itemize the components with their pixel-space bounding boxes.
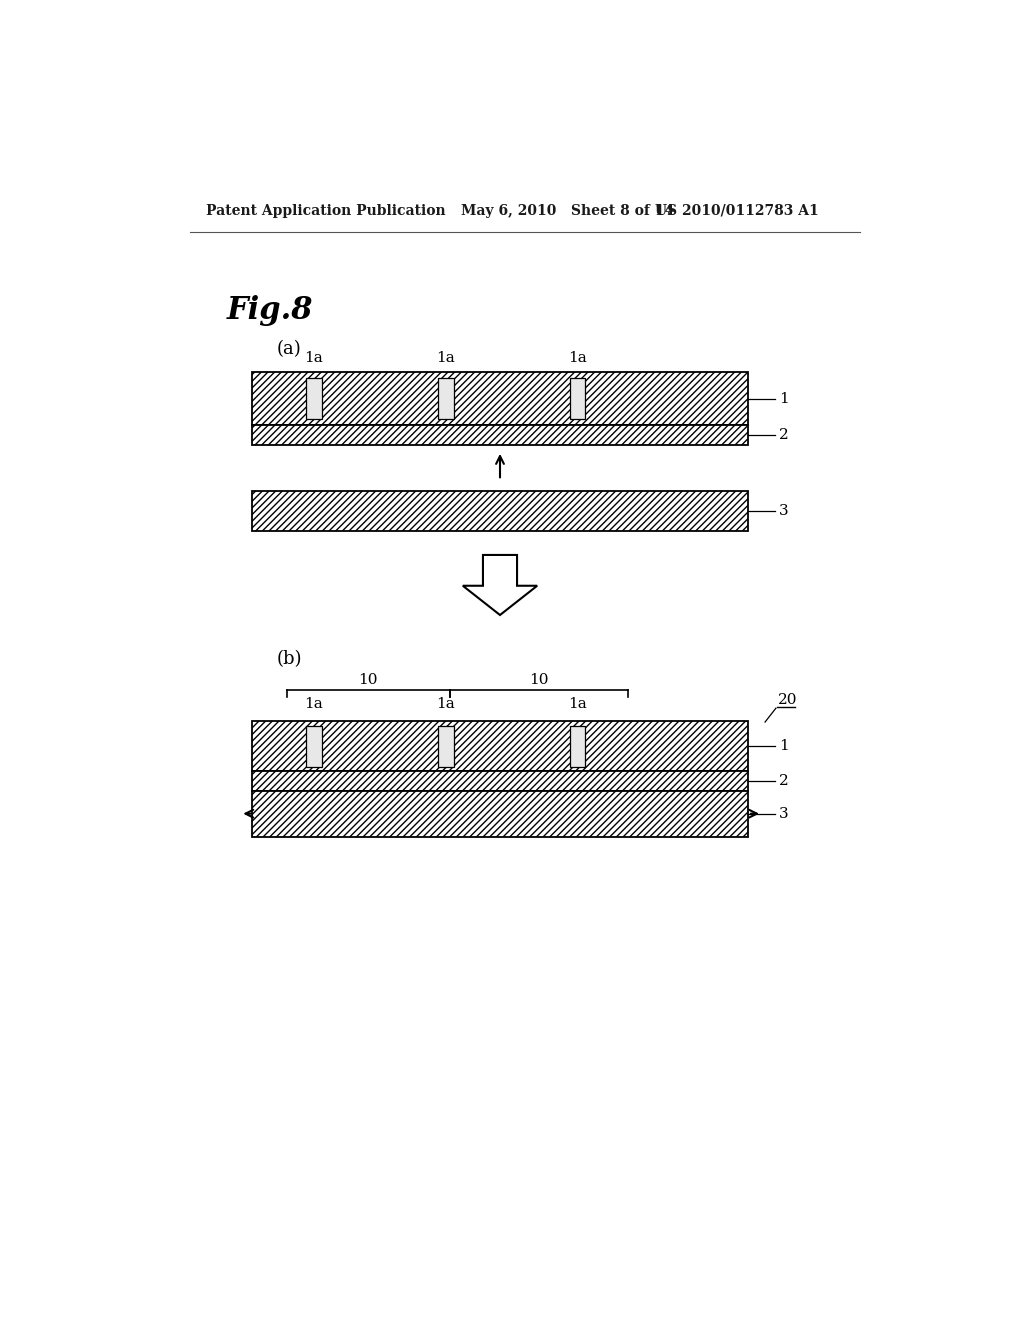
Text: 1: 1 bbox=[779, 392, 788, 405]
Text: May 6, 2010   Sheet 8 of 14: May 6, 2010 Sheet 8 of 14 bbox=[461, 203, 675, 218]
Bar bbox=[569, 726, 586, 767]
Bar bbox=[306, 726, 322, 767]
Text: (b): (b) bbox=[276, 649, 302, 668]
Text: 1a: 1a bbox=[304, 697, 324, 711]
Bar bbox=[306, 378, 322, 420]
Bar bbox=[252, 372, 748, 425]
Text: (a): (a) bbox=[276, 341, 301, 358]
Text: 3: 3 bbox=[779, 807, 788, 821]
Text: 1a: 1a bbox=[568, 697, 587, 711]
Bar bbox=[252, 425, 748, 445]
Text: 1a: 1a bbox=[304, 351, 324, 364]
Text: 20: 20 bbox=[777, 693, 797, 706]
Text: Patent Application Publication: Patent Application Publication bbox=[206, 203, 445, 218]
Text: US 2010/0112783 A1: US 2010/0112783 A1 bbox=[655, 203, 819, 218]
Text: 1: 1 bbox=[779, 738, 788, 752]
Bar bbox=[252, 791, 748, 837]
Polygon shape bbox=[463, 554, 538, 615]
Bar bbox=[438, 726, 454, 767]
Text: Fig.8: Fig.8 bbox=[227, 296, 313, 326]
Text: 3: 3 bbox=[779, 504, 788, 517]
Bar bbox=[438, 378, 454, 420]
Text: 2: 2 bbox=[779, 428, 788, 442]
Text: 10: 10 bbox=[358, 673, 378, 688]
Text: 10: 10 bbox=[529, 673, 549, 688]
Bar bbox=[252, 491, 748, 531]
Text: 1a: 1a bbox=[568, 351, 587, 364]
Text: 1a: 1a bbox=[436, 697, 455, 711]
Text: 2: 2 bbox=[779, 774, 788, 788]
Bar bbox=[569, 378, 586, 420]
Bar bbox=[252, 721, 748, 771]
Bar bbox=[252, 771, 748, 791]
Text: 1a: 1a bbox=[436, 351, 455, 364]
